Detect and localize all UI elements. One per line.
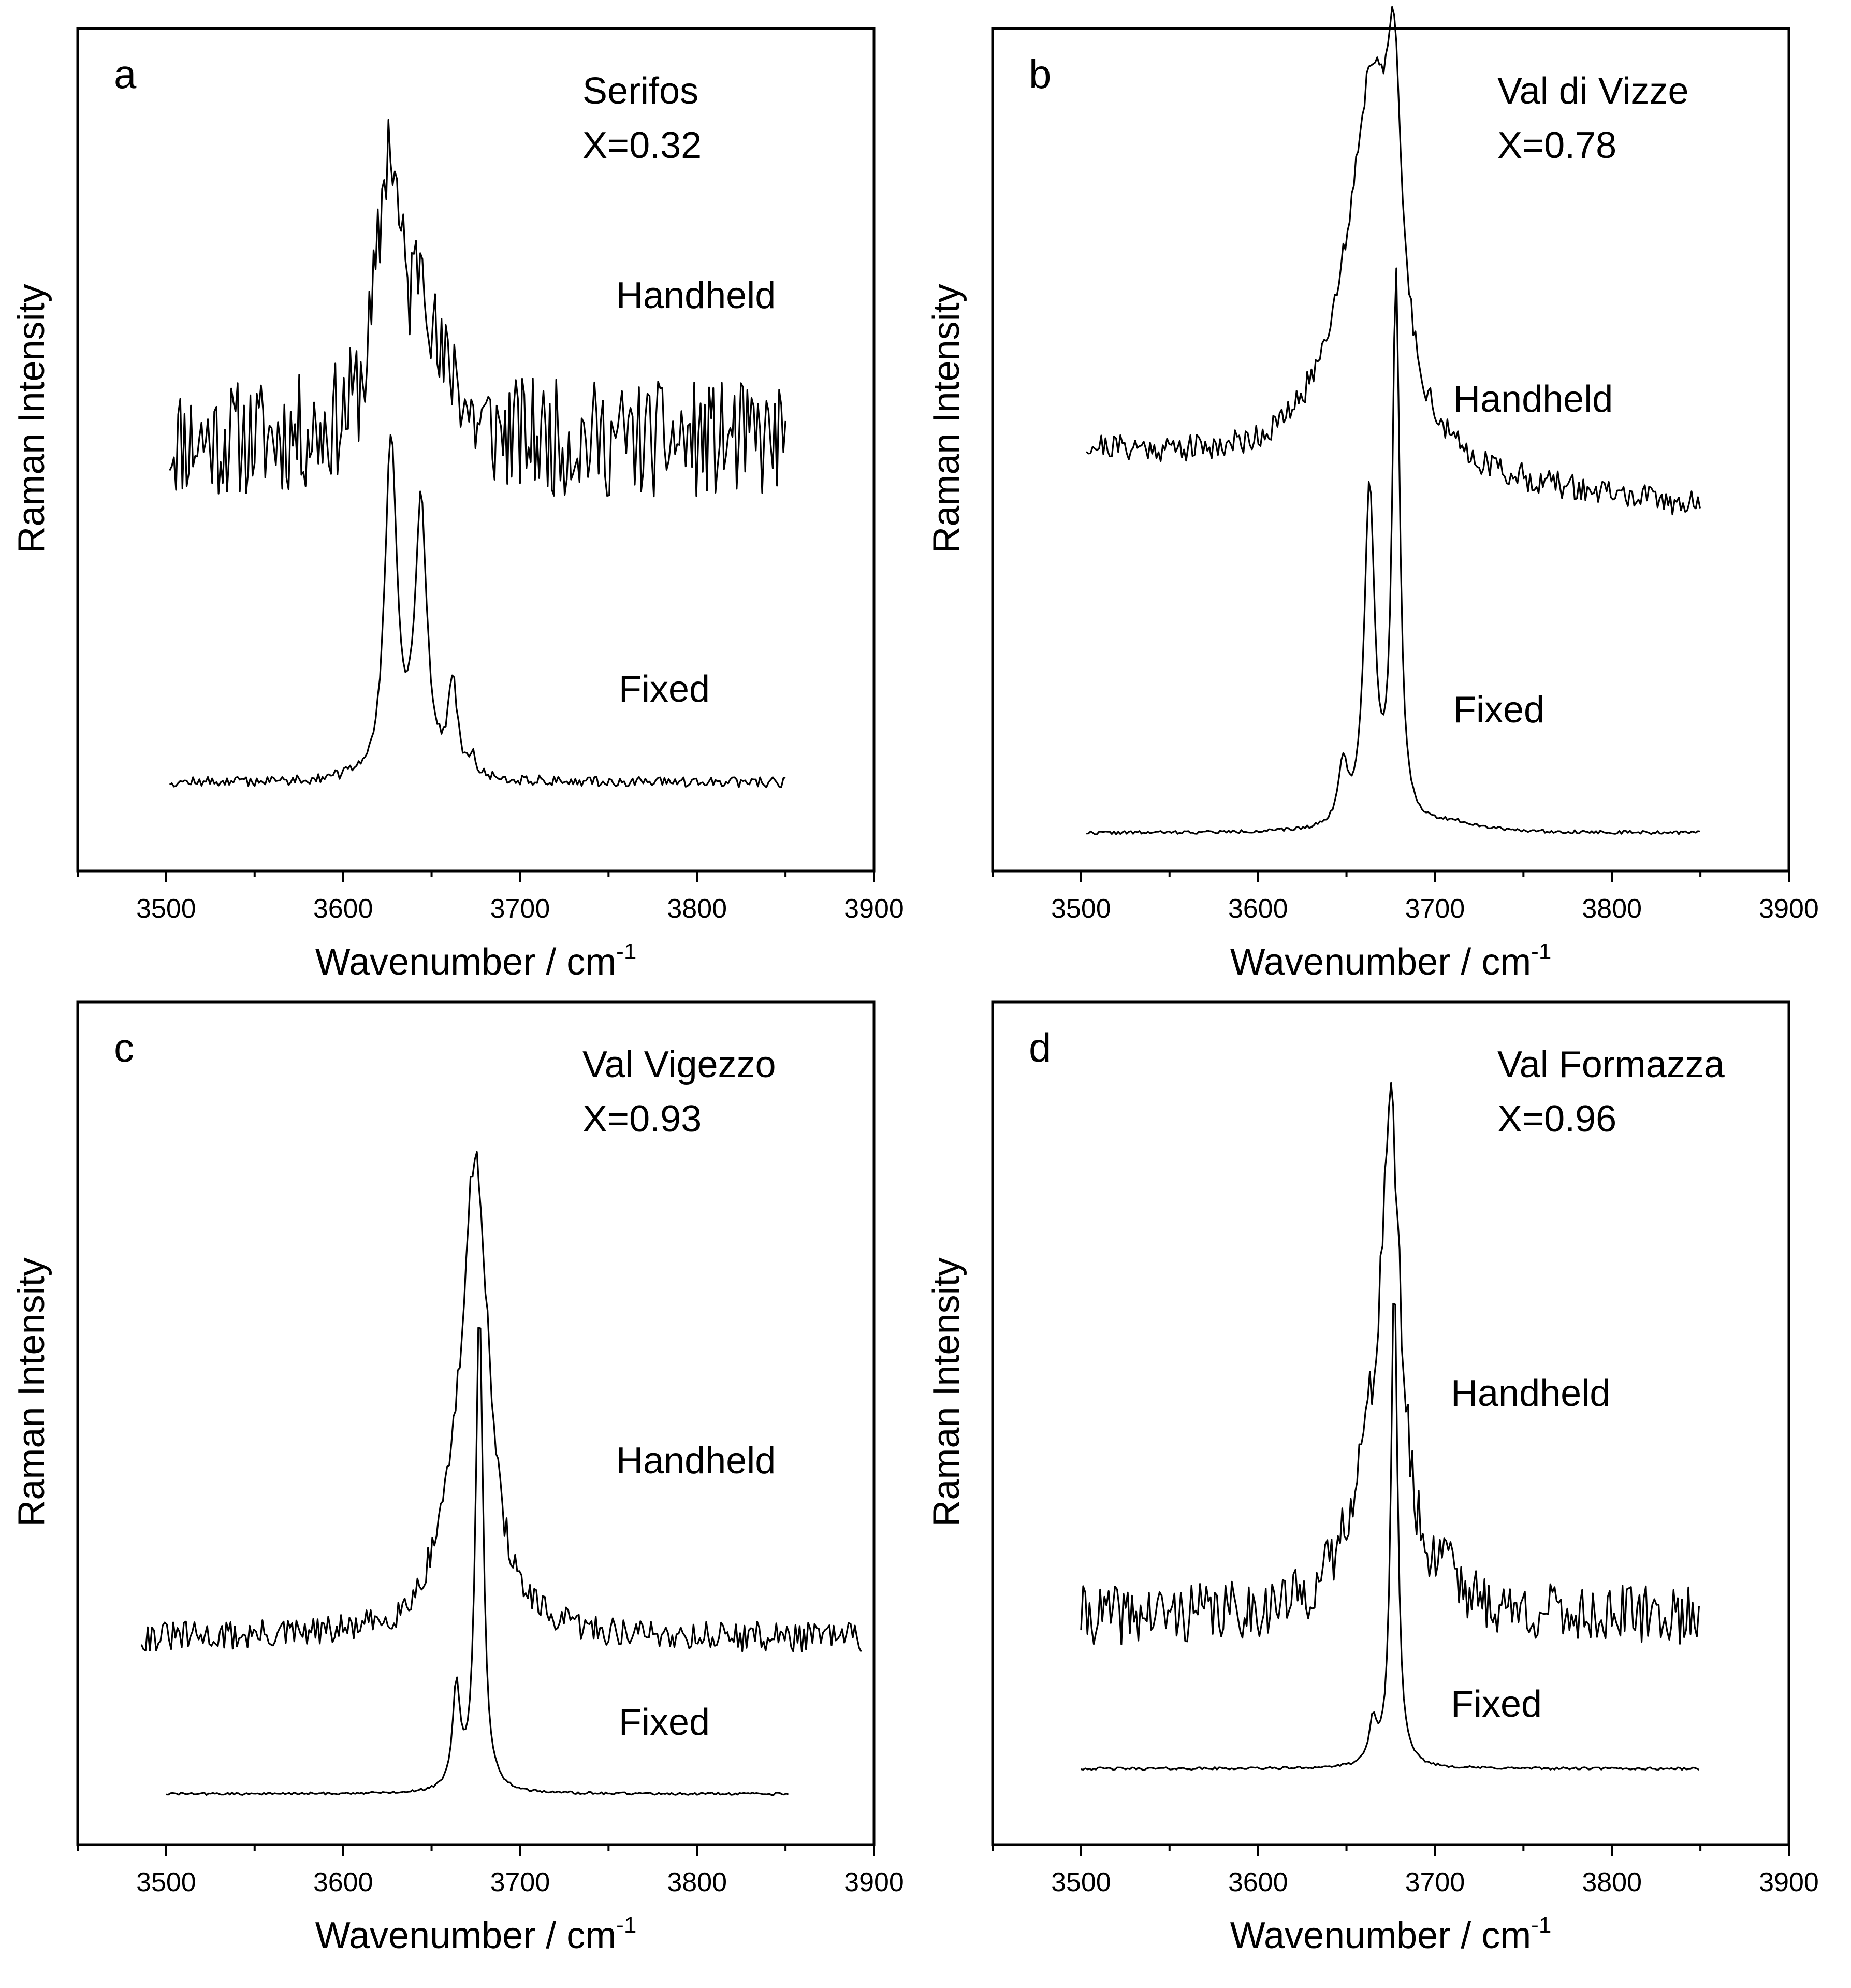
x-axis-label: Wavenumber / cm-1 bbox=[315, 1912, 637, 1956]
x-tick-label: 3600 bbox=[313, 1867, 373, 1897]
y-axis-label: Raman Intensity bbox=[926, 1257, 967, 1527]
composition-label: X=0.78 bbox=[1497, 125, 1616, 166]
x-tick-label: 3600 bbox=[313, 894, 373, 924]
series-handheld-line bbox=[1086, 6, 1701, 516]
x-tick-label: 3500 bbox=[136, 894, 196, 924]
panel-letter: c bbox=[114, 1025, 134, 1070]
x-tick-label: 3700 bbox=[1405, 1867, 1465, 1897]
sample-name: Val di Vizze bbox=[1497, 70, 1689, 112]
x-tick-label: 3800 bbox=[667, 1867, 727, 1897]
x-tick-label: 3900 bbox=[1759, 894, 1819, 924]
x-tick-label: 3700 bbox=[490, 894, 550, 924]
series-handheld-line bbox=[1080, 1082, 1700, 1645]
panel-letter: d bbox=[1029, 1025, 1051, 1070]
series-handheld-line bbox=[140, 1151, 862, 1652]
sample-name: Val Vigezzo bbox=[582, 1044, 776, 1085]
series-fixed-line bbox=[1086, 267, 1700, 835]
x-axis-label: Wavenumber / cm-1 bbox=[1230, 939, 1552, 983]
x-tick-label: 3600 bbox=[1228, 1867, 1288, 1897]
x-tick-label: 3900 bbox=[844, 894, 904, 924]
panel-letter: b bbox=[1029, 51, 1051, 97]
series-fixed-line bbox=[1081, 1302, 1700, 1771]
composition-label: X=0.96 bbox=[1497, 1098, 1616, 1140]
composition-label: X=0.32 bbox=[582, 125, 702, 166]
x-tick-label: 3500 bbox=[1051, 1867, 1111, 1897]
panel-c: 3500 3600 3700 3800 3900 Wavenumber / cm-1 Ram… bbox=[11, 1000, 904, 1956]
x-tick-label: 3500 bbox=[136, 1867, 196, 1897]
plot-frame bbox=[991, 1000, 1790, 1846]
x-axis-label: Wavenumber / cm-1 bbox=[315, 939, 637, 983]
y-axis-label: Raman Intensity bbox=[11, 284, 52, 553]
y-axis-label: Raman Intensity bbox=[11, 1257, 52, 1527]
sample-name: Serifos bbox=[582, 70, 698, 112]
series-fixed-line bbox=[169, 434, 786, 788]
plot-frame bbox=[76, 27, 876, 873]
panel-letter: a bbox=[114, 51, 137, 97]
fixed-label: Fixed bbox=[1453, 689, 1544, 731]
x-tick-label: 3800 bbox=[667, 894, 727, 924]
x-tick-label: 3800 bbox=[1582, 1867, 1642, 1897]
x-tick-label: 3700 bbox=[490, 1867, 550, 1897]
x-tick-label: 3800 bbox=[1582, 894, 1642, 924]
handheld-label: Handheld bbox=[1453, 379, 1613, 420]
x-axis-label: Wavenumber / cm-1 bbox=[1230, 1912, 1552, 1956]
series-handheld-line bbox=[169, 119, 786, 498]
panel-d: 3500 3600 3700 3800 3900 Wavenumber / cm-1 Ram… bbox=[926, 1000, 1819, 1956]
x-tick-label: 3600 bbox=[1228, 894, 1288, 924]
sample-name: Val Formazza bbox=[1497, 1044, 1725, 1085]
panel-a: 3500 3600 3700 3800 3900 Wavenumber / cm-1 Ram… bbox=[11, 27, 904, 983]
series-fixed-line bbox=[166, 1327, 789, 1796]
fixed-label: Fixed bbox=[619, 1702, 710, 1743]
composition-label: X=0.93 bbox=[582, 1098, 702, 1140]
panel-b: 3500 3600 3700 3800 3900 Wavenumber / cm-1 Ram… bbox=[926, 6, 1819, 983]
x-tick-label: 3900 bbox=[1759, 1867, 1819, 1897]
fixed-label: Fixed bbox=[619, 669, 710, 710]
fixed-label: Fixed bbox=[1451, 1684, 1542, 1725]
x-tick-label: 3700 bbox=[1405, 894, 1465, 924]
plot-frame bbox=[76, 1000, 876, 1846]
x-tick-label: 3500 bbox=[1051, 894, 1111, 924]
plot-frame bbox=[991, 27, 1790, 873]
handheld-label: Handheld bbox=[1451, 1373, 1610, 1414]
x-tick-label: 3900 bbox=[844, 1867, 904, 1897]
handheld-label: Handheld bbox=[616, 275, 776, 316]
handheld-label: Handheld bbox=[616, 1440, 776, 1482]
y-axis-label: Raman Intensity bbox=[926, 284, 967, 553]
